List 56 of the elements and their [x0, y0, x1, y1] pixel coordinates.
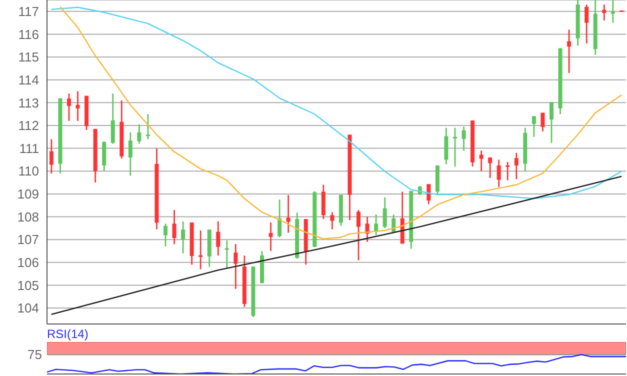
candlestick	[137, 124, 142, 144]
candlestick	[567, 28, 572, 74]
candlestick	[532, 115, 536, 138]
y-tick-label: 116	[18, 26, 39, 42]
candlestick	[550, 101, 554, 144]
y-tick-label: 110	[18, 164, 39, 179]
y-tick-label: 112	[18, 118, 39, 134]
candlestick	[110, 92, 115, 144]
candlestick	[488, 156, 492, 179]
y-tick-label: 115	[18, 50, 39, 65]
y-tick-label: 113	[18, 95, 39, 110]
candlestick	[164, 222, 168, 248]
candlestick	[224, 240, 229, 270]
candlestick	[479, 150, 484, 172]
y-tick-label: 111	[19, 140, 39, 156]
candlestick	[76, 90, 80, 122]
candlestick	[198, 230, 203, 270]
candlestick	[321, 184, 326, 220]
candlestick	[172, 209, 176, 245]
line-series	[60, 6, 622, 240]
y-tick-label: 117	[18, 4, 39, 20]
candlestick	[444, 127, 448, 165]
candlestick	[382, 196, 387, 229]
y-tick-label: 105	[17, 278, 39, 293]
candlestick	[330, 211, 334, 230]
candlestick	[102, 140, 106, 172]
candlestick	[268, 222, 273, 252]
candlestick	[286, 194, 290, 234]
candlestick	[49, 138, 54, 174]
candlestick	[234, 243, 238, 290]
y-tick-label: 104	[17, 300, 39, 316]
candlestick	[602, 4, 606, 22]
candlestick	[128, 132, 132, 176]
candlestick	[462, 126, 466, 152]
chart-title: RSI(14)	[47, 327, 88, 341]
line-series	[50, 6, 622, 200]
y-tick-label: 108	[17, 209, 39, 224]
candlestick	[514, 152, 518, 180]
candlestick	[146, 113, 150, 140]
candlestick	[216, 220, 220, 256]
y-tick-label: 107	[17, 232, 39, 248]
candlestick	[496, 159, 501, 188]
candlestick	[356, 209, 360, 262]
candlestick	[181, 220, 186, 254]
candlestick	[506, 161, 510, 181]
candlestick	[67, 92, 71, 122]
y-tick-label: 106	[17, 255, 39, 270]
candlestick	[584, 4, 589, 44]
y-tick-label: 114	[18, 72, 39, 88]
candlestick	[278, 198, 282, 238]
candlestick	[453, 127, 457, 168]
text: 75	[28, 347, 42, 362]
candlestick	[540, 112, 545, 132]
candlestick	[426, 183, 431, 205]
line-series	[50, 176, 622, 316]
y-tick-label: 109	[17, 186, 39, 202]
